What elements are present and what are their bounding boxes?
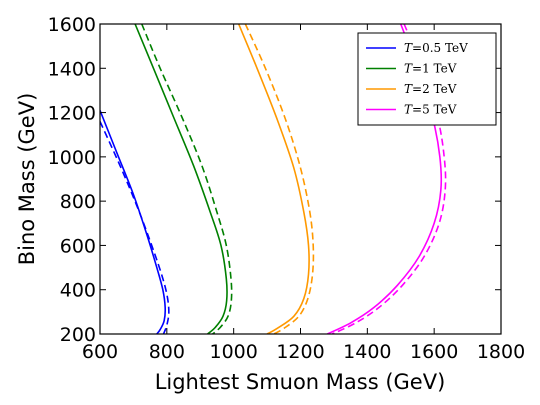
y-tick-label: 1200 bbox=[48, 103, 96, 125]
y-axis: 200 400 600 800 1000 1200 1400 1600 bbox=[48, 14, 501, 346]
legend-var-2: T bbox=[404, 82, 413, 96]
x-tick-label: 800 bbox=[149, 341, 185, 363]
x-tick-label: 1800 bbox=[477, 341, 525, 363]
y-tick-label: 1000 bbox=[48, 147, 96, 169]
legend-label-3: T=5 TeV bbox=[404, 103, 457, 117]
legend-rest-0: =0.5 TeV bbox=[412, 41, 468, 55]
legend-label-2: T=2 TeV bbox=[404, 82, 457, 96]
legend-label-0: T=0.5 TeV bbox=[404, 41, 468, 55]
y-tick-label: 800 bbox=[60, 191, 96, 213]
x-tick-label: 600 bbox=[82, 341, 118, 363]
series-line-solid-1 bbox=[134, 24, 228, 334]
y-tick-label: 1600 bbox=[48, 14, 96, 36]
y-tick-label: 1400 bbox=[48, 58, 96, 80]
x-tick-label: 1400 bbox=[343, 341, 391, 363]
legend-rest-1: =1 TeV bbox=[412, 62, 457, 76]
series-line-dashed-1 bbox=[141, 24, 233, 334]
y-tick-label: 400 bbox=[60, 280, 96, 302]
series-layer bbox=[100, 24, 447, 334]
x-axis-label: Lightest Smuon Mass (GeV) bbox=[155, 370, 446, 394]
legend-var-0: T bbox=[404, 41, 413, 55]
y-axis-label: Bino Mass (GeV) bbox=[15, 93, 39, 266]
series-line-dashed-0 bbox=[100, 121, 170, 334]
series-line-dashed-2 bbox=[244, 24, 315, 334]
x-tick-label: 1600 bbox=[410, 341, 458, 363]
series-line-solid-0 bbox=[100, 110, 167, 334]
legend-rest-3: =5 TeV bbox=[412, 103, 457, 117]
legend-rest-2: =2 TeV bbox=[412, 82, 457, 96]
x-tick-label: 1200 bbox=[276, 341, 324, 363]
legend-label-1: T=1 TeV bbox=[404, 62, 457, 76]
legend-var-1: T bbox=[404, 62, 413, 76]
x-tick-label: 1000 bbox=[209, 341, 257, 363]
x-axis: 600 800 1000 1200 1400 1600 1800 bbox=[82, 24, 525, 363]
y-tick-label: 600 bbox=[60, 235, 96, 257]
series-line-dashed-3 bbox=[331, 24, 447, 334]
series-line-solid-2 bbox=[237, 24, 310, 334]
legend-var-3: T bbox=[404, 103, 413, 117]
y-tick-label: 200 bbox=[60, 324, 96, 346]
